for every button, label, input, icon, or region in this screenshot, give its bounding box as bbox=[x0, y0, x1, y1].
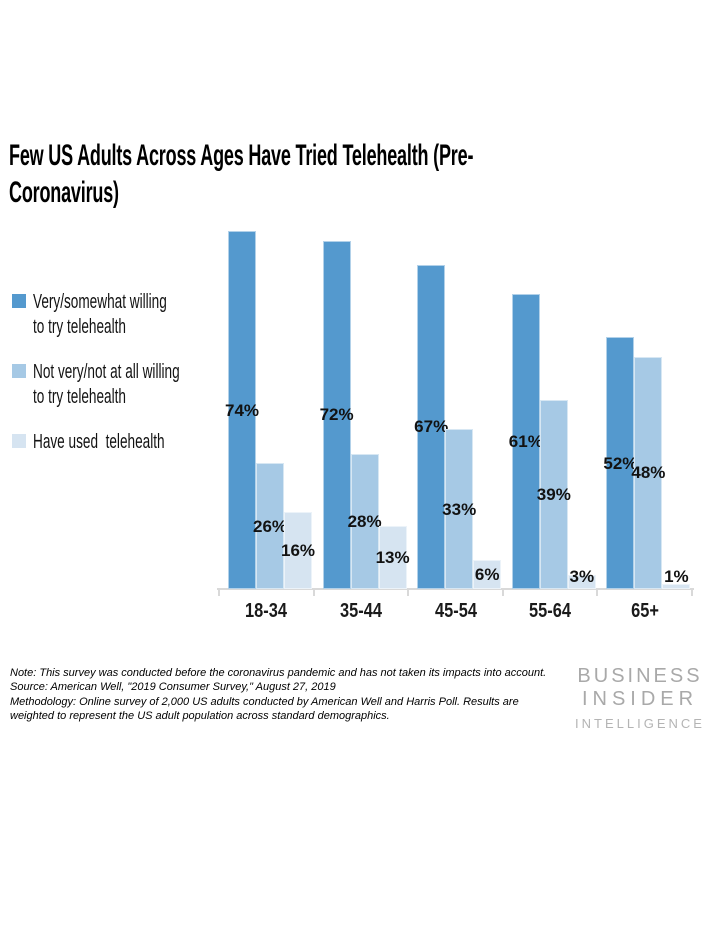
logo-intelligence: INTELLIGENCE bbox=[575, 716, 705, 731]
bar-value-label-35-44-series1: 72% bbox=[319, 405, 354, 425]
x-axis-tick-4 bbox=[596, 588, 599, 596]
x-axis-tick-5 bbox=[691, 588, 693, 596]
bar-value-label-18-34-series3: 16% bbox=[280, 540, 316, 560]
bar-35-44-series1 bbox=[322, 240, 351, 589]
note-methodology: Methodology: Online survey of 2,000 US a… bbox=[10, 695, 519, 723]
legend-swatch-1 bbox=[12, 294, 26, 308]
bar-value-label-45-54-series1: 67% bbox=[414, 417, 449, 437]
x-tick-label-65+: 65+ bbox=[630, 600, 659, 622]
chart-title-line-2: Coronavirus) bbox=[9, 176, 119, 209]
bar-18-34-series1 bbox=[228, 231, 256, 589]
chart-title: Few US Adults Across Ages Have Tried Tel… bbox=[9, 137, 549, 211]
bar-65+-series1 bbox=[606, 337, 635, 589]
bar-55-64-series1 bbox=[511, 293, 540, 589]
x-tick-label-35-44: 35-44 bbox=[339, 600, 382, 622]
x-tick-label-18-34: 18-34 bbox=[245, 600, 288, 622]
bar-45-54-series2 bbox=[445, 429, 474, 589]
legend-item-3: Have used telehealth bbox=[12, 430, 333, 455]
chart-title-line-1: Few US Adults Across Ages Have Tried Tel… bbox=[9, 139, 474, 172]
x-axis-tick-3 bbox=[501, 588, 504, 596]
x-axis-tick-2 bbox=[407, 588, 410, 596]
business-insider-intelligence-logo: BUSINESS INSIDER INTELLIGENCE bbox=[570, 665, 710, 735]
bar-value-label-55-64-series1: 61% bbox=[508, 431, 543, 451]
bar-65+-series2 bbox=[634, 356, 663, 589]
x-tick-label-55-64: 55-64 bbox=[529, 600, 572, 622]
bar-value-label-35-44-series2: 28% bbox=[347, 511, 382, 531]
note-disclaimer: Note: This survey was conducted before t… bbox=[10, 667, 547, 679]
logo-business: BUSINESS bbox=[577, 665, 703, 687]
bar-55-64-series3 bbox=[567, 574, 596, 589]
bar-55-64-series2 bbox=[539, 400, 568, 589]
bar-35-44-series3 bbox=[378, 526, 407, 589]
bar-45-54-series3 bbox=[473, 560, 502, 589]
bar-18-34-series3 bbox=[284, 511, 312, 589]
bar-value-label-65+-series2: 48% bbox=[631, 463, 666, 483]
x-tick-label-45-54: 45-54 bbox=[434, 600, 477, 622]
legend-swatch-3 bbox=[12, 434, 26, 448]
bar-value-label-45-54-series2: 33% bbox=[442, 499, 477, 519]
legend-swatch-2 bbox=[12, 364, 26, 378]
bar-value-label-55-64-series2: 39% bbox=[536, 485, 571, 505]
bar-65+-series3 bbox=[662, 584, 691, 589]
bar-value-label-65+-series3: 1% bbox=[664, 567, 689, 586]
bar-value-label-55-64-series3: 3% bbox=[569, 567, 595, 586]
legend-item-2: Not very/not at all willing to try teleh… bbox=[12, 360, 333, 410]
x-axis-baseline bbox=[217, 588, 694, 590]
bar-value-label-35-44-series3: 13% bbox=[375, 548, 410, 568]
x-axis-tick-0 bbox=[218, 588, 220, 596]
bar-value-label-45-54-series3: 6% bbox=[474, 565, 500, 584]
legend-label-2: Not very/not at all willing to try teleh… bbox=[33, 361, 180, 408]
note-source: Source: American Well, "2019 Consumer Su… bbox=[10, 681, 336, 694]
bar-value-label-18-34-series2: 26% bbox=[252, 516, 288, 536]
footnotes: Note: This survey was conducted before t… bbox=[10, 666, 562, 724]
legend-item-1: Very/somewhat willing to try telehealth bbox=[12, 290, 333, 340]
bar-value-label-18-34-series1: 74% bbox=[224, 400, 260, 420]
bar-45-54-series1 bbox=[417, 264, 446, 589]
bar-value-label-65+-series1: 52% bbox=[603, 453, 638, 473]
logo-insider: INSIDER bbox=[581, 688, 699, 710]
bar-35-44-series2 bbox=[350, 453, 379, 589]
legend-label-3: Have used telehealth bbox=[33, 431, 165, 453]
bar-18-34-series2 bbox=[256, 463, 284, 589]
legend-label-1: Very/somewhat willing to try telehealth bbox=[33, 291, 167, 338]
x-axis-tick-1 bbox=[312, 588, 315, 596]
plot-area: 74% 26% 16% 18-34 72% 28% 13% 35-44 67% 33% 6% 45-5… bbox=[217, 228, 694, 622]
